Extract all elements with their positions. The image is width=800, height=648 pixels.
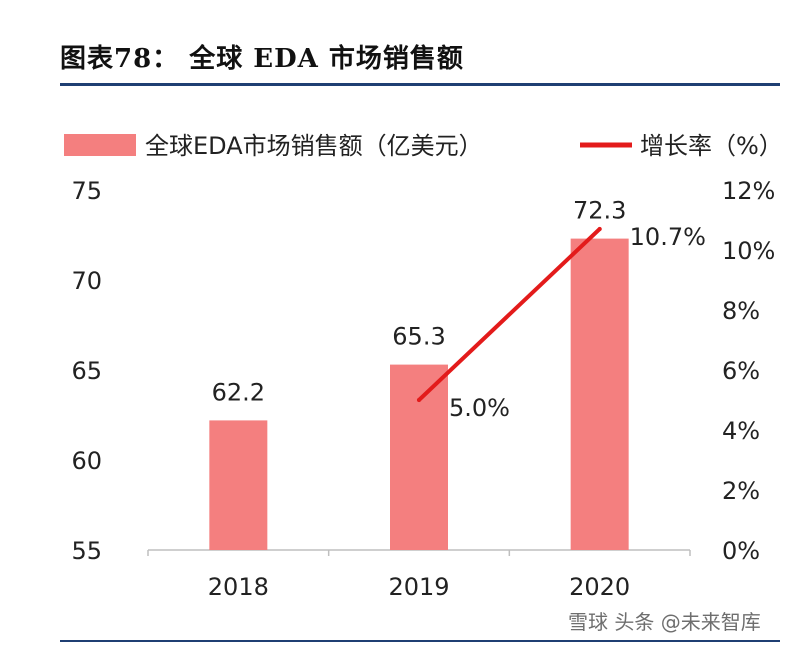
- y2-tick-label: 4%: [722, 417, 760, 445]
- bottom-rule: [60, 640, 780, 642]
- legend-bar-swatch: [64, 134, 136, 156]
- bar: [570, 238, 629, 550]
- growth-rate-label: 10.7%: [630, 223, 706, 251]
- y2-tick-label: 6%: [722, 357, 760, 385]
- growth-rate-point: [597, 227, 602, 231]
- legend-bar-label: 全球EDA市场销售额（亿美元）: [145, 132, 483, 160]
- growth-rate-line: [417, 227, 602, 402]
- y-tick-label: 55: [71, 537, 102, 565]
- figure-title: 图表78： 全球 EDA 市场销售额: [60, 44, 464, 74]
- y2-tick-label: 12%: [722, 177, 775, 205]
- watermark: 雪球 头条 @未来智库: [568, 610, 761, 634]
- y2-tick-label: 0%: [722, 537, 760, 565]
- y2-tick-label: 10%: [722, 237, 775, 265]
- growth-rate-label: 5.0%: [449, 394, 510, 422]
- bar: [390, 364, 448, 550]
- x-tick-label: 2020: [569, 573, 630, 601]
- y2-tick-label: 2%: [722, 477, 760, 505]
- figure-header: 图表78： 全球 EDA 市场销售额: [60, 34, 780, 86]
- header-rule: [60, 83, 780, 86]
- bar-value-label: 65.3: [392, 323, 445, 351]
- y2-tick-label: 8%: [722, 297, 760, 325]
- bar-value-label: 72.3: [573, 197, 626, 225]
- legend-line-label: 增长率（%）: [640, 132, 783, 160]
- y-tick-label: 75: [71, 177, 102, 205]
- growth-rate-point: [417, 398, 421, 402]
- bar-value-label: 62.2: [212, 378, 265, 406]
- y-tick-label: 60: [71, 447, 102, 475]
- y-tick-label: 70: [71, 267, 102, 295]
- x-tick-label: 2018: [208, 573, 269, 601]
- bar: [209, 420, 268, 550]
- x-tick-label: 2019: [388, 573, 449, 601]
- y-tick-label: 65: [71, 357, 102, 385]
